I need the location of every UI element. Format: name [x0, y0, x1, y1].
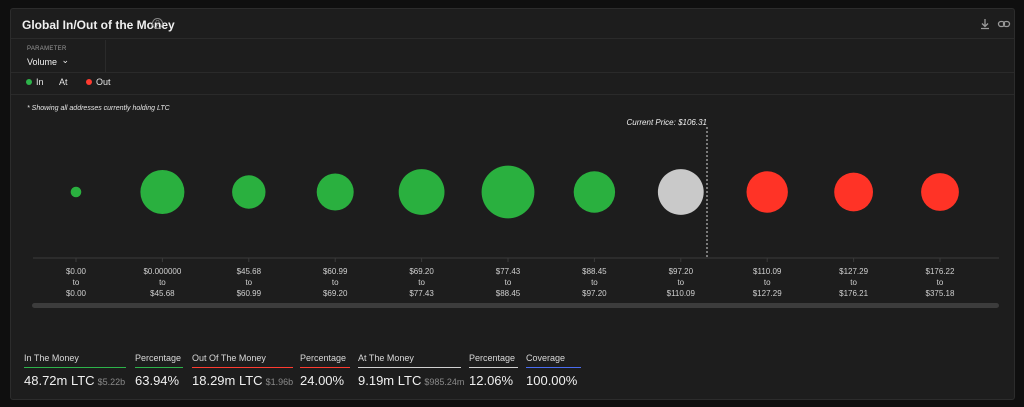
tick-label: $97.20	[669, 267, 694, 276]
tick-label: $60.99	[323, 267, 348, 276]
tick-label: $0.000000	[143, 267, 181, 276]
stat-label: Percentage	[469, 353, 516, 363]
bubble-out[interactable]	[746, 171, 788, 213]
stat-value: 24.00%	[300, 373, 345, 388]
stat-value: 12.06%	[469, 373, 514, 388]
stat-underline	[300, 367, 350, 368]
tick-label: $60.99	[237, 289, 262, 298]
legend-label: At	[59, 77, 68, 87]
question-icon[interactable]: ?	[152, 18, 163, 29]
stat-underline	[135, 367, 183, 368]
stat-label: Coverage	[526, 353, 566, 363]
legend-item-out[interactable]: Out	[86, 77, 111, 87]
tick-label: $69.20	[323, 289, 348, 298]
tick-label: to	[73, 278, 80, 287]
bubble-in[interactable]	[70, 186, 82, 198]
tick-label: $110.09	[753, 267, 782, 276]
stat-label: At The Money	[358, 353, 414, 363]
tick-label: $110.09	[667, 289, 696, 298]
panel-title: Global In/Out of the Money	[22, 18, 175, 32]
stat-underline	[24, 367, 126, 368]
tick-label: $375.18	[926, 289, 955, 298]
chevron-down-icon: ⌄	[61, 55, 70, 65]
parameter-dropdown[interactable]: Volume ⌄	[27, 55, 70, 68]
stat-sub-value: $985.24m	[424, 377, 465, 387]
tick-label: $69.20	[409, 267, 434, 276]
red-dot-icon	[86, 79, 92, 85]
bubble-in[interactable]	[481, 165, 535, 219]
stat-underline	[469, 367, 518, 368]
tick-label: to	[677, 278, 684, 287]
tick-label: $0.00	[66, 289, 87, 298]
tick-label: $127.29	[839, 267, 868, 276]
tick-label: $176.21	[839, 289, 868, 298]
stat-label: Percentage	[135, 353, 182, 363]
parameter-label: PARAMETER	[27, 46, 67, 52]
tick-label: $0.00	[66, 267, 87, 276]
tick-label: $88.45	[582, 267, 607, 276]
divider	[11, 72, 1014, 73]
stat-value: 48.72m LTC $5.22b	[24, 373, 126, 388]
legend-item-at[interactable]: At	[59, 77, 68, 87]
tick-label: $176.22	[926, 267, 955, 276]
tick-label: $88.45	[496, 289, 521, 298]
current-price-label: Current Price: $106.31	[627, 118, 708, 127]
tick-label: to	[591, 278, 598, 287]
tick-label: $45.68	[150, 289, 175, 298]
green-dot-icon	[26, 79, 32, 85]
stat-sub-value: $5.22b	[97, 377, 126, 387]
stat-label: Percentage	[300, 353, 347, 363]
holding-note: * Showing all addresses currently holdin…	[27, 105, 170, 112]
stat-label: Out Of The Money	[192, 353, 266, 363]
tick-label: $127.29	[753, 289, 782, 298]
stat-label: In The Money	[24, 353, 79, 363]
tick-label: to	[159, 278, 166, 287]
tick-label: $97.20	[582, 289, 607, 298]
bubble-chart: Current Price: $106.31 $0.00 to $0.00 $0.00…	[32, 118, 999, 308]
link-icon[interactable]	[997, 17, 1011, 31]
bubble-out[interactable]	[921, 173, 959, 211]
bubble-in[interactable]	[232, 175, 266, 209]
tick-label: to	[505, 278, 512, 287]
stat-underline	[358, 367, 461, 368]
tick-label: to	[850, 278, 857, 287]
legend-label: In	[36, 77, 44, 87]
tick-label: $45.68	[237, 267, 262, 276]
stat-value: 9.19m LTC $985.24m	[358, 373, 465, 388]
stat-value: 100.00%	[526, 373, 578, 388]
horizontal-scrollbar[interactable]	[32, 303, 999, 308]
stat-underline	[526, 367, 581, 368]
in-out-money-panel: Global In/Out of the Money ? PARAMETER V…	[10, 8, 1015, 400]
download-icon[interactable]	[978, 17, 992, 31]
tick-label: to	[764, 278, 771, 287]
stat-value: 63.94%	[135, 373, 180, 388]
panel-header: Global In/Out of the Money ?	[11, 9, 1014, 39]
divider	[11, 94, 1014, 95]
bubble-out[interactable]	[834, 172, 873, 212]
tick-label: to	[332, 278, 339, 287]
bubble-in[interactable]	[398, 169, 445, 215]
tick-label: to	[418, 278, 425, 287]
tick-label: $77.43	[409, 289, 434, 298]
tick-label: to	[937, 278, 944, 287]
bubble-in[interactable]	[140, 170, 185, 214]
legend-label: Out	[96, 77, 111, 87]
stat-value: 18.29m LTC $1.96b	[192, 373, 294, 388]
bubble-at[interactable]	[657, 169, 704, 215]
bubble-in[interactable]	[573, 171, 616, 213]
bubble-in[interactable]	[316, 173, 354, 211]
parameter-selector: PARAMETER Volume ⌄	[11, 40, 106, 72]
tick-label: to	[245, 278, 252, 287]
stat-underline	[192, 367, 293, 368]
legend-item-in[interactable]: In	[26, 77, 44, 87]
parameter-value: Volume	[27, 57, 58, 67]
tick-label: $77.43	[496, 267, 521, 276]
stat-sub-value: $1.96b	[265, 377, 294, 387]
